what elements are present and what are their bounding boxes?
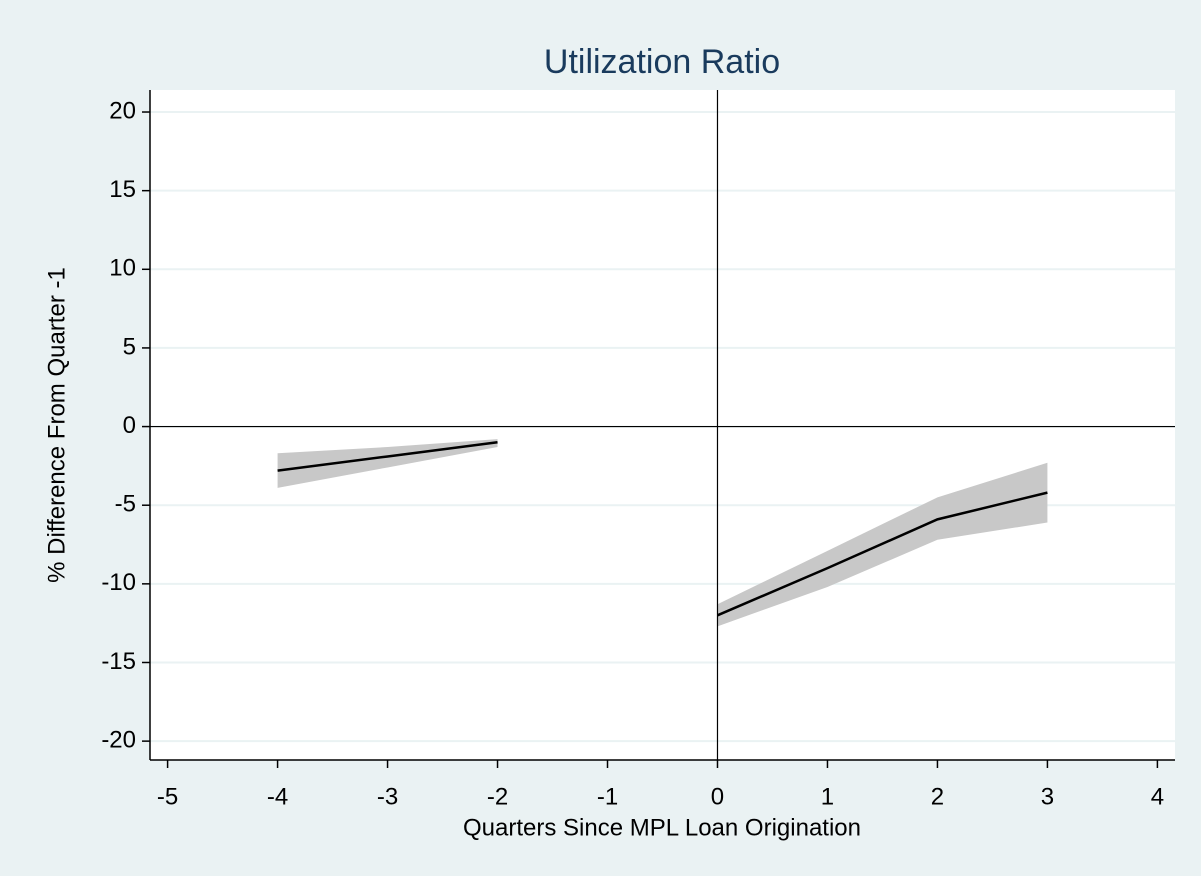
x-axis-label: Quarters Since MPL Loan Origination <box>463 814 861 841</box>
x-tick-label: -3 <box>377 783 398 810</box>
x-tick-label: -2 <box>487 783 508 810</box>
x-tick-label: 1 <box>821 783 834 810</box>
chart-title: Utilization Ratio <box>544 43 780 81</box>
x-tick-label: 0 <box>711 783 724 810</box>
confidence-band <box>277 439 498 488</box>
line-series <box>277 441 1048 617</box>
plot-area <box>150 90 1175 760</box>
y-tick-label: 15 <box>109 176 136 203</box>
x-tick-label: 4 <box>1151 783 1164 810</box>
y-tick-label: 10 <box>109 255 136 282</box>
y-tick-label: -5 <box>115 491 136 518</box>
x-tick-label: -4 <box>267 783 288 810</box>
x-tick-label: -5 <box>157 783 178 810</box>
y-tick-label: -15 <box>101 648 136 675</box>
x-tick-label: 3 <box>1041 783 1054 810</box>
y-tick-label: -20 <box>101 726 136 753</box>
y-tick-label: 5 <box>123 333 136 360</box>
y-tick-label: 20 <box>109 97 136 124</box>
x-tick-label: -1 <box>597 783 618 810</box>
y-tick-label: 0 <box>123 412 136 439</box>
y-axis-label: % Difference From Quarter -1 <box>43 267 70 583</box>
y-tick-label: -10 <box>101 569 136 596</box>
x-tick-label: 2 <box>931 783 944 810</box>
